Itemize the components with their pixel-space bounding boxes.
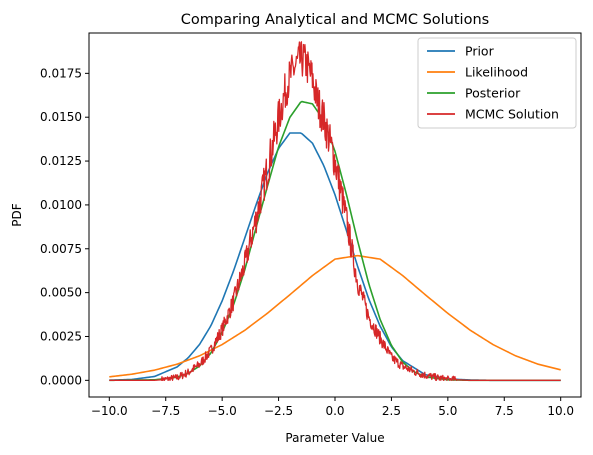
y-tick-label: 0.0125 (40, 154, 82, 168)
series-line-likelihood (109, 254, 561, 378)
x-tick-label: 10.0 (547, 404, 574, 418)
x-tick-label: 0.0 (325, 404, 344, 418)
y-tick-label: 0.0000 (40, 373, 82, 387)
legend-label: Prior (465, 44, 495, 59)
y-tick-label: 0.0050 (40, 286, 82, 300)
x-tick-label: 2.5 (382, 404, 401, 418)
x-tick-label: 5.0 (438, 404, 457, 418)
legend-label: Likelihood (465, 65, 528, 80)
legend: Prior Likelihood Posterior MCMC Solution (417, 37, 577, 129)
legend-label: MCMC Solution (465, 107, 559, 122)
x-tick-label: −5.0 (208, 404, 237, 418)
plot-frame (88, 32, 582, 398)
series-line-mcmc-solution (109, 41, 561, 381)
y-tick-label: 0.0025 (40, 329, 82, 343)
y-tick-label: 0.0100 (40, 198, 82, 212)
x-tick-label: 7.5 (495, 404, 514, 418)
x-axis-label: Parameter Value (285, 431, 384, 445)
x-tick-label: −2.5 (264, 404, 293, 418)
x-tick-label: −10.0 (91, 404, 128, 418)
legend-label: Posterior (465, 86, 521, 101)
chart-title: Comparing Analytical and MCMC Solutions (181, 12, 489, 28)
y-axis-label: PDF (10, 203, 24, 226)
legend-box (417, 37, 577, 129)
y-tick-label: 0.0175 (40, 66, 82, 80)
y-tick-label: 0.0150 (40, 110, 82, 124)
y-tick-label: 0.0075 (40, 242, 82, 256)
x-tick-label: −7.5 (151, 404, 180, 418)
